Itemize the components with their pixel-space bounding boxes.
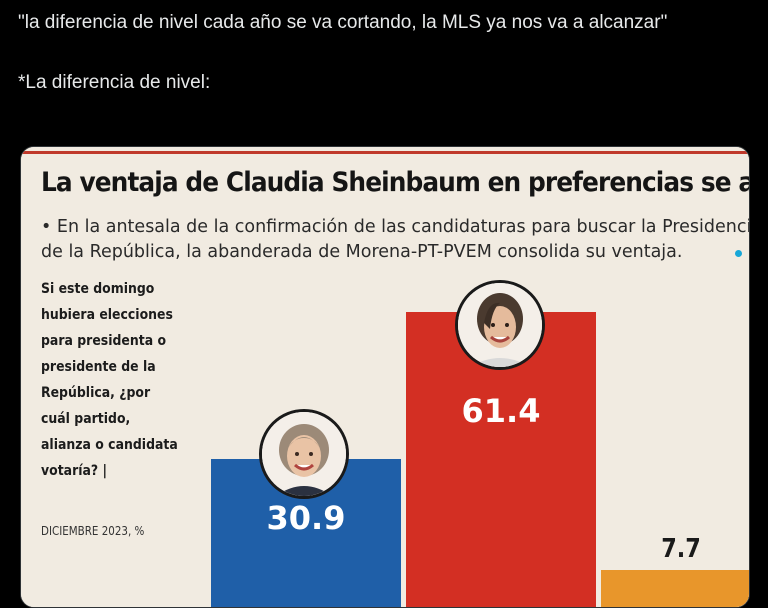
- news-graphic: La ventaja de Claudia Sheinbaum en prefe…: [21, 147, 749, 607]
- tweet-quote: "la diferencia de nivel cada año se va c…: [18, 12, 668, 33]
- portrait-icon: [262, 412, 346, 496]
- blue-dot-marker: [735, 250, 742, 257]
- tweet-caption: *La diferencia de nivel:: [18, 72, 211, 93]
- bar-value-label-2: 7.7: [661, 534, 701, 565]
- poll-date: DICIEMBRE 2023, %: [41, 524, 145, 538]
- candidate-photo-red: [455, 280, 545, 370]
- bar-2: [601, 570, 749, 607]
- subtitle-line-2: de la República, la abanderada de Morena…: [41, 242, 683, 262]
- bar-value-label-0: 30.9: [266, 498, 346, 537]
- top-rule: [21, 151, 749, 154]
- tweet-text: "la diferencia de nivel cada año se va c…: [18, 8, 718, 98]
- poll-question: Si este domingo hubiera elecciones para …: [41, 281, 178, 479]
- subtitle-line-1: • En la antesala de la confirmación de l…: [41, 217, 750, 237]
- candidate-photo-blue: [259, 409, 349, 499]
- bar-value-label-1: 61.4: [461, 392, 541, 431]
- portrait-icon: [458, 283, 542, 367]
- graphic-subtitle: • En la antesala de la confirmación de l…: [41, 215, 750, 265]
- bar-1: 61.4: [406, 312, 596, 607]
- embedded-image[interactable]: La ventaja de Claudia Sheinbaum en prefe…: [20, 146, 750, 608]
- graphic-headline: La ventaja de Claudia Sheinbaum en prefe…: [41, 167, 749, 198]
